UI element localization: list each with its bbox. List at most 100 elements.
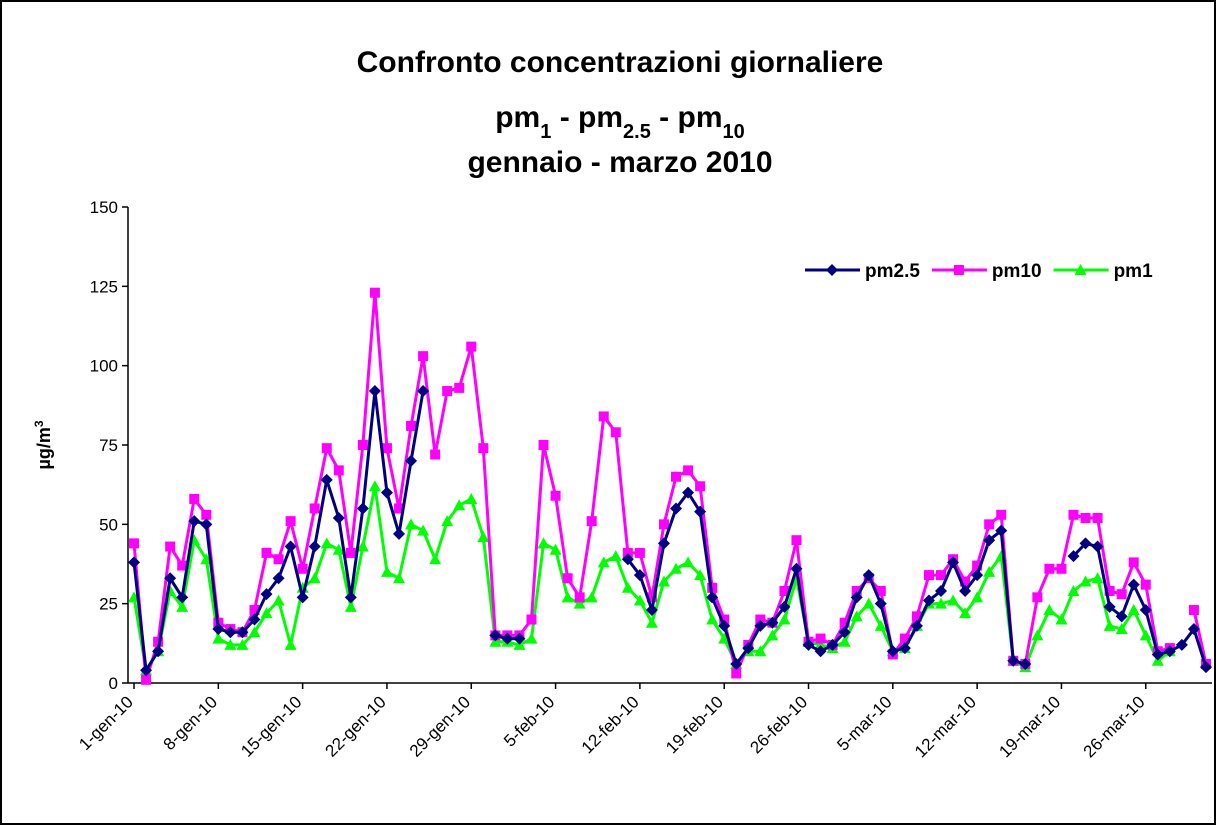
marker	[1044, 563, 1055, 574]
marker	[910, 619, 923, 632]
marker	[248, 613, 261, 626]
marker	[1127, 604, 1140, 616]
marker	[332, 543, 345, 555]
marker	[441, 515, 454, 527]
legend-label: pm10	[992, 261, 1042, 282]
marker	[935, 597, 947, 609]
marker	[971, 591, 984, 603]
marker	[1079, 575, 1092, 587]
marker	[212, 632, 225, 644]
y-label-part: µg/m	[34, 427, 54, 469]
marker	[1031, 629, 1044, 641]
marker	[658, 519, 669, 530]
y-label-part: 3	[32, 420, 46, 427]
marker	[815, 633, 826, 644]
marker	[152, 645, 165, 658]
subtitle-part: pm	[495, 101, 540, 134]
marker	[442, 386, 453, 397]
marker	[1067, 584, 1080, 596]
marker	[657, 537, 670, 550]
marker	[682, 486, 695, 499]
marker	[597, 556, 610, 568]
marker	[1199, 661, 1212, 674]
marker	[621, 581, 634, 593]
marker	[1103, 619, 1116, 631]
marker	[983, 534, 996, 547]
marker	[140, 664, 153, 677]
marker	[875, 585, 886, 596]
marker	[899, 633, 910, 644]
marker	[671, 471, 682, 482]
marker	[141, 674, 152, 685]
marker	[200, 518, 213, 531]
marker	[153, 636, 164, 647]
marker	[1091, 572, 1104, 584]
marker	[754, 619, 767, 632]
marker	[308, 572, 321, 584]
marker	[621, 553, 634, 566]
marker	[465, 492, 478, 504]
subtitle-part: - pm	[651, 101, 723, 134]
marker	[418, 351, 429, 362]
marker	[1188, 605, 1199, 616]
marker	[839, 617, 850, 628]
marker	[633, 594, 646, 606]
y-tick-label: 25	[99, 595, 118, 614]
marker	[960, 576, 971, 587]
chart-subtitle: pm1 - pm2.5 - pm10	[495, 101, 745, 143]
marker	[838, 635, 851, 647]
marker	[790, 562, 803, 575]
marker	[405, 518, 418, 530]
marker	[995, 524, 1008, 537]
marker	[501, 632, 514, 645]
marker	[272, 594, 285, 606]
marker	[284, 540, 297, 553]
marker	[657, 575, 670, 587]
marker	[719, 614, 730, 625]
marker	[345, 547, 356, 558]
marker	[850, 610, 863, 622]
marker	[164, 572, 177, 585]
marker	[1139, 629, 1152, 641]
marker	[802, 638, 815, 651]
marker	[260, 607, 273, 619]
marker	[454, 382, 465, 393]
marker	[755, 614, 766, 625]
marker	[537, 537, 550, 549]
marker	[935, 584, 947, 597]
marker	[922, 594, 935, 607]
marker	[489, 629, 502, 642]
marker	[1092, 512, 1103, 523]
marker	[320, 473, 333, 486]
marker	[936, 570, 946, 581]
marker	[683, 465, 694, 476]
marker	[429, 553, 442, 565]
marker	[380, 486, 393, 499]
marker	[1104, 585, 1115, 596]
marker	[285, 516, 296, 527]
marker	[165, 541, 176, 552]
marker	[393, 572, 405, 584]
marker	[585, 591, 598, 603]
marker	[1139, 604, 1152, 617]
marker	[610, 427, 621, 438]
marker	[1043, 604, 1056, 616]
marker	[177, 560, 188, 571]
marker	[814, 645, 827, 658]
marker	[959, 607, 972, 619]
marker	[851, 585, 862, 596]
marker	[694, 569, 707, 581]
marker	[634, 547, 645, 558]
marker	[129, 538, 140, 549]
marker	[838, 626, 851, 639]
marker	[972, 560, 983, 571]
marker	[1007, 654, 1020, 667]
marker	[754, 645, 767, 657]
marker	[718, 632, 731, 644]
subtitle-part: 10	[723, 121, 745, 143]
marker	[1074, 264, 1087, 275]
marker	[850, 591, 863, 604]
marker	[959, 584, 972, 597]
marker	[369, 287, 380, 298]
marker	[645, 616, 658, 628]
